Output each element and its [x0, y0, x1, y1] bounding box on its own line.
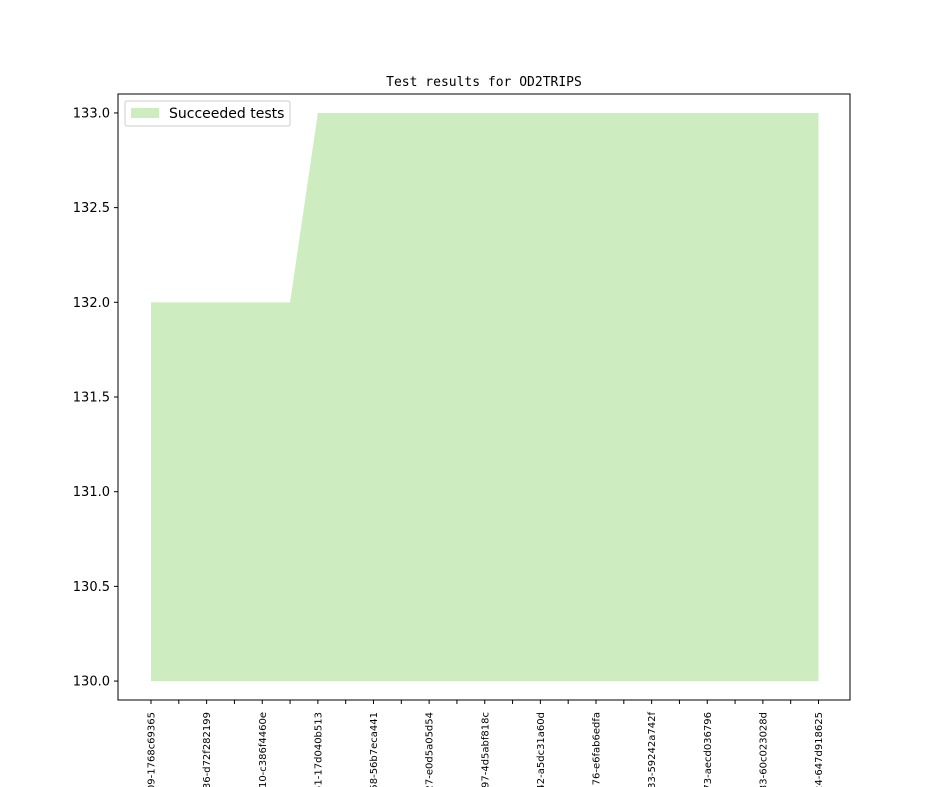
legend: Succeeded tests	[124, 100, 291, 127]
x-tick-label: 33-60c023028d	[758, 712, 769, 787]
x-tick-label: 42-a5dc31a60d	[536, 712, 547, 787]
x-tick-label: 09-1768c69365	[147, 712, 158, 787]
plot-area	[117, 93, 851, 701]
y-tick-label: 131.0	[73, 485, 110, 500]
y-tick-label: 133.0	[73, 106, 110, 121]
x-tick-label: 27-e0d5a05d54	[425, 712, 436, 787]
y-tick-label: 132.0	[73, 296, 110, 311]
legend-swatch	[131, 108, 159, 118]
legend-box	[124, 100, 291, 127]
x-tick-label: 10-c386f4460e	[258, 712, 269, 787]
x-tick-label: 97-4d5abf818c	[480, 712, 491, 787]
x-axis: 09-1768c69365 36-d72f282199 10-c386f4460e 5…	[147, 700, 825, 787]
x-tick-label: 58-56b7eca441	[369, 712, 380, 787]
legend-label: Succeeded tests	[169, 106, 284, 122]
y-axis: 130.0 130.5 131.0 131.5 132.0 132.5 133.0	[73, 106, 118, 690]
y-tick-label: 132.5	[73, 201, 110, 216]
y-tick-label: 131.5	[73, 391, 110, 406]
x-tick-label: 51-17d040b513	[313, 712, 324, 787]
y-tick-label: 130.5	[73, 580, 110, 595]
x-tick-label: 76-e6fab6edfa	[592, 712, 603, 785]
y-tick-label: 130.0	[73, 675, 110, 690]
x-tick-label: 24-647d918625	[814, 712, 825, 787]
series-area-0	[151, 112, 819, 682]
x-tick-label: 33-59242a742f	[647, 712, 658, 787]
x-tick-label: 73-aecd036796	[703, 712, 714, 787]
x-tick-label: 36-d72f282199	[202, 712, 213, 787]
chart-title: Test results for OD2TRIPS	[386, 75, 582, 90]
